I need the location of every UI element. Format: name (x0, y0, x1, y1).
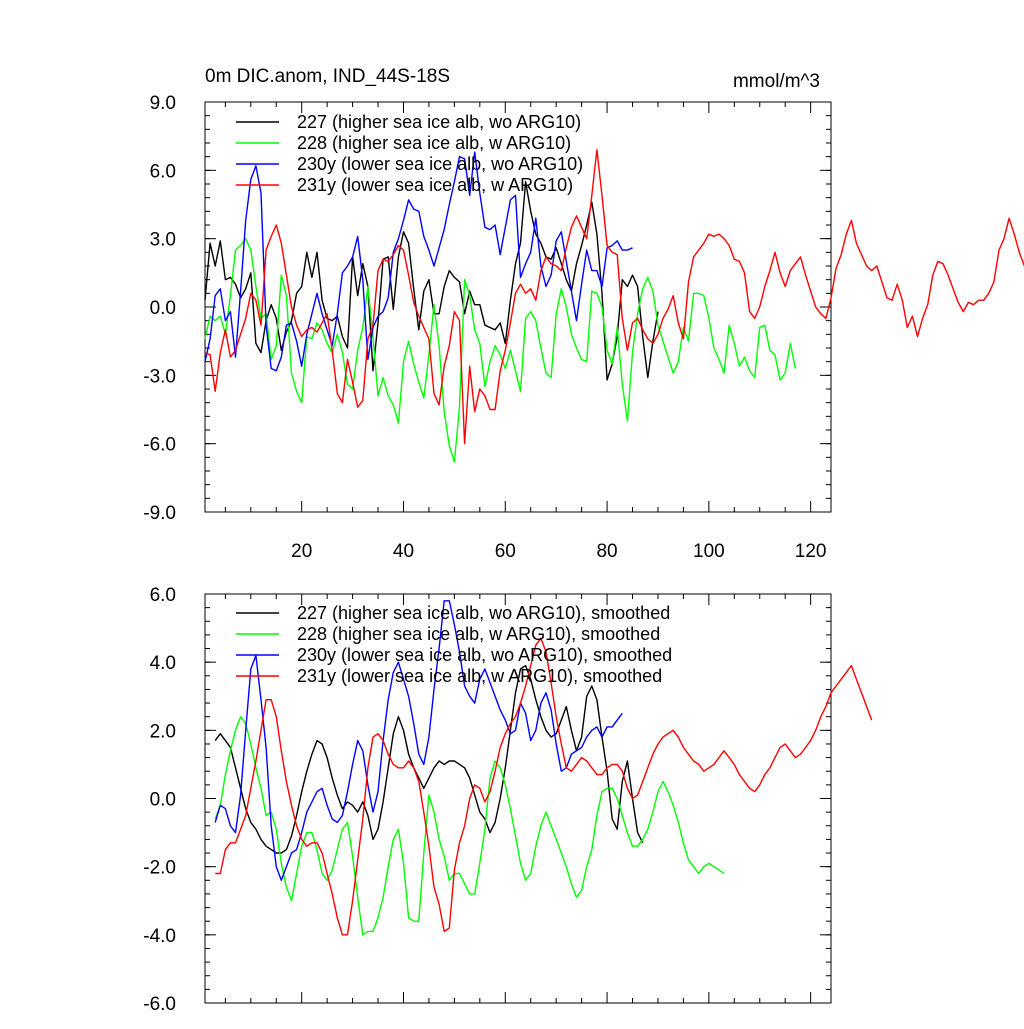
x-tick-label: 120 (795, 541, 827, 562)
x-tick-label: 100 (693, 541, 725, 562)
legend-label-2: 230y (lower sea ice alb, wo ARG10), smoo… (297, 645, 672, 665)
y-tick-label: -3.0 (143, 366, 176, 387)
x-tick-label: 40 (393, 541, 414, 562)
top-chart-units: mmol/m^3 (733, 71, 820, 92)
y-tick-label: -6.0 (143, 994, 176, 1015)
series-line-2 (204, 151, 633, 372)
series-line-2 (214, 600, 623, 881)
x-tick-label: 80 (596, 541, 617, 562)
y-tick-label: -6.0 (143, 435, 176, 456)
y-tick-label: 0.0 (150, 790, 176, 811)
series-line-1 (204, 237, 797, 463)
legend-label-3: 231y (lower sea ice alb, w ARG10), smoot… (297, 666, 662, 686)
y-tick-label: 4.0 (150, 653, 176, 674)
y-tick-label: -9.0 (143, 503, 176, 524)
legend-label-1: 228 (higher sea ice alb, w ARG10) (297, 133, 571, 153)
series-line-3 (215, 637, 873, 936)
legend-label-0: 227 (higher sea ice alb, wo ARG10) (297, 112, 581, 132)
legend-label-1: 228 (higher sea ice alb, w ARG10), smoot… (297, 624, 660, 644)
x-tick-label: 20 (291, 541, 312, 562)
y-tick-label: 3.0 (150, 230, 176, 251)
legend-label-2: 230y (lower sea ice alb, wo ARG10) (297, 154, 583, 174)
series-line-0 (204, 180, 659, 381)
y-tick-label: 9.0 (150, 93, 176, 114)
series-line-0 (214, 664, 644, 854)
y-tick-label: -2.0 (143, 858, 176, 879)
legend-label-0: 227 (higher sea ice alb, wo ARG10), smoo… (297, 603, 670, 623)
y-tick-label: -4.0 (143, 926, 176, 947)
top-panel: 20 40 60 80 100 120 9.0 6.0 3.0 0.0 -3.0 -6.0 -9.0 22… (143, 93, 1024, 562)
y-tick-label: 6.0 (150, 161, 176, 182)
y-tick-label: 2.0 (150, 721, 176, 742)
bottom-panel: 6.0 4.0 2.0 0.0 -2.0 -4.0 -6.0 227 (higher sea … (143, 585, 873, 1015)
top-chart-title: 0m DIC.anom, IND_44S-18S (205, 66, 450, 87)
y-tick-label: 6.0 (150, 585, 176, 606)
legend-label-3: 231y (lower sea ice alb, w ARG10) (297, 175, 573, 195)
series-line-1 (214, 716, 725, 936)
x-tick-label: 60 (495, 541, 516, 562)
y-tick-label: 0.0 (150, 298, 176, 319)
